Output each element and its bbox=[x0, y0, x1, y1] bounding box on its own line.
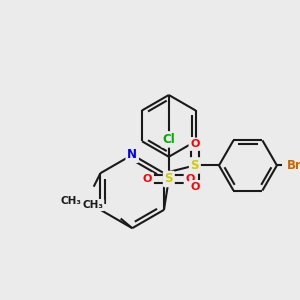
Text: Cl: Cl bbox=[162, 133, 175, 146]
Text: CH₃: CH₃ bbox=[82, 200, 103, 210]
Text: O: O bbox=[190, 182, 200, 192]
Text: O: O bbox=[185, 174, 195, 184]
Text: N: N bbox=[127, 148, 137, 161]
Text: S: S bbox=[165, 172, 173, 185]
Text: CH₃: CH₃ bbox=[60, 196, 81, 206]
Text: S: S bbox=[190, 159, 199, 172]
Text: O: O bbox=[143, 174, 152, 184]
Text: Br: Br bbox=[287, 159, 300, 172]
Text: O: O bbox=[190, 139, 200, 149]
